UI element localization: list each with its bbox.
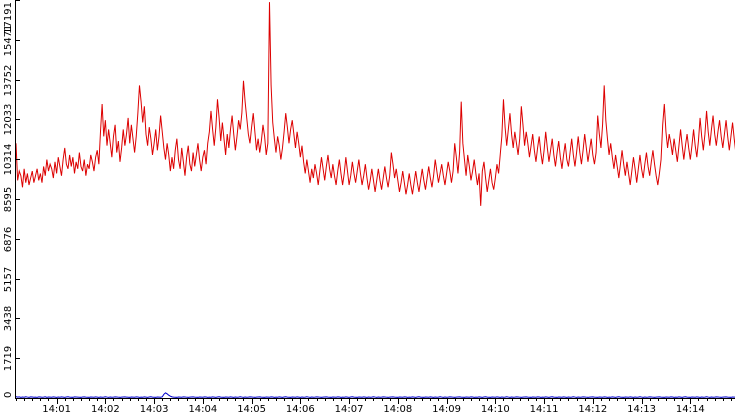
- y-tick-label: 12033: [3, 104, 14, 136]
- series-line-1: [15, 2, 735, 206]
- y-tick-label: 3438: [3, 306, 14, 331]
- y-tick-label: 0: [3, 392, 14, 398]
- x-tick-label: 14:01: [42, 404, 71, 415]
- x-tick-label: 14:09: [432, 404, 461, 415]
- y-tick-label: 15471: [3, 25, 14, 57]
- x-tick-label: 14:12: [578, 404, 607, 415]
- series-line-2: [15, 392, 735, 398]
- y-tick-label: 6876: [3, 227, 14, 252]
- x-tick-label: 14:04: [188, 404, 217, 415]
- y-tick-label: 8595: [3, 187, 14, 212]
- y-tick-label: 5157: [3, 267, 14, 292]
- y-tick-label: 10314: [3, 144, 14, 176]
- y-tick-label: 13752: [3, 65, 14, 97]
- x-tick-label: 14:13: [627, 404, 656, 415]
- y-axis-ticks: 0 1719 3438 5157 6876 8595 10314 12033 13752 1547…: [3, 0, 20, 399]
- plot-series: [15, 2, 735, 398]
- x-tick-label: 14:10: [481, 404, 510, 415]
- x-tick-label: 14:07: [335, 404, 364, 415]
- x-tick-label: 14:02: [91, 404, 120, 415]
- axes: [15, 0, 735, 399]
- x-tick-label: 14:11: [530, 404, 559, 415]
- x-axis-ticks: 14:01 14:02 14:03 14:04 14:05 14:06 14:07 14:08…: [16, 398, 732, 415]
- x-tick-label: 14:06: [286, 404, 315, 415]
- x-tick-label: 14:08: [383, 404, 412, 415]
- x-tick-label: 14:03: [140, 404, 169, 415]
- y-tick-label: 17191: [3, 2, 14, 34]
- x-tick-label: 14:05: [237, 404, 266, 415]
- y-tick-label: 1719: [3, 346, 14, 371]
- x-tick-label: 14:14: [676, 404, 705, 415]
